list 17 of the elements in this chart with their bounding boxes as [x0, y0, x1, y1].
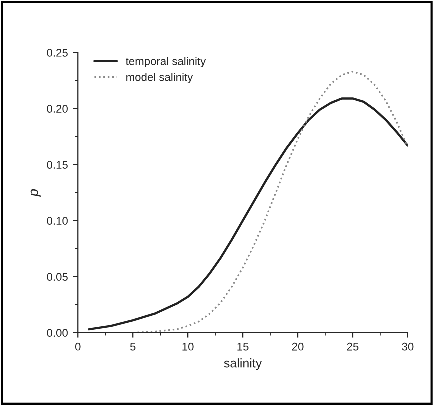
y-tick-label: 0.25: [47, 49, 68, 57]
legend-label: temporal salinity: [126, 57, 206, 68]
x-axis-title: salinity: [224, 358, 262, 370]
y-axis-title: p: [30, 189, 42, 198]
x-tick-label: 15: [238, 343, 249, 351]
y-tick-label: 0.15: [47, 161, 68, 169]
x-tick-label: 30: [402, 342, 414, 351]
x-tick-label: 0: [75, 342, 81, 351]
y-tick-label: 0.05: [47, 273, 68, 282]
y-tick-label: 0.10: [47, 217, 68, 225]
legend-label: model salinity: [126, 73, 194, 84]
x-tick-label: 10: [182, 342, 194, 351]
y-tick-label: 0.00: [47, 329, 68, 338]
x-tick-label: 5: [130, 343, 136, 351]
x-tick-label: 20: [292, 342, 304, 351]
x-tick-label: 25: [347, 342, 359, 351]
y-tick-label: 0.20: [47, 105, 68, 113]
